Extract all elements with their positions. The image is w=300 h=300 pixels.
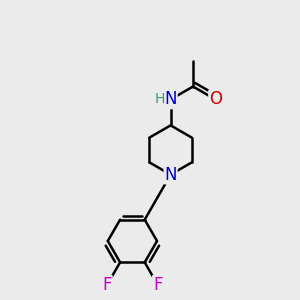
Text: H: H: [154, 92, 165, 106]
Text: F: F: [153, 276, 162, 294]
Text: N: N: [164, 91, 177, 109]
Text: N: N: [164, 166, 177, 184]
Text: O: O: [209, 91, 222, 109]
Text: F: F: [102, 276, 112, 294]
